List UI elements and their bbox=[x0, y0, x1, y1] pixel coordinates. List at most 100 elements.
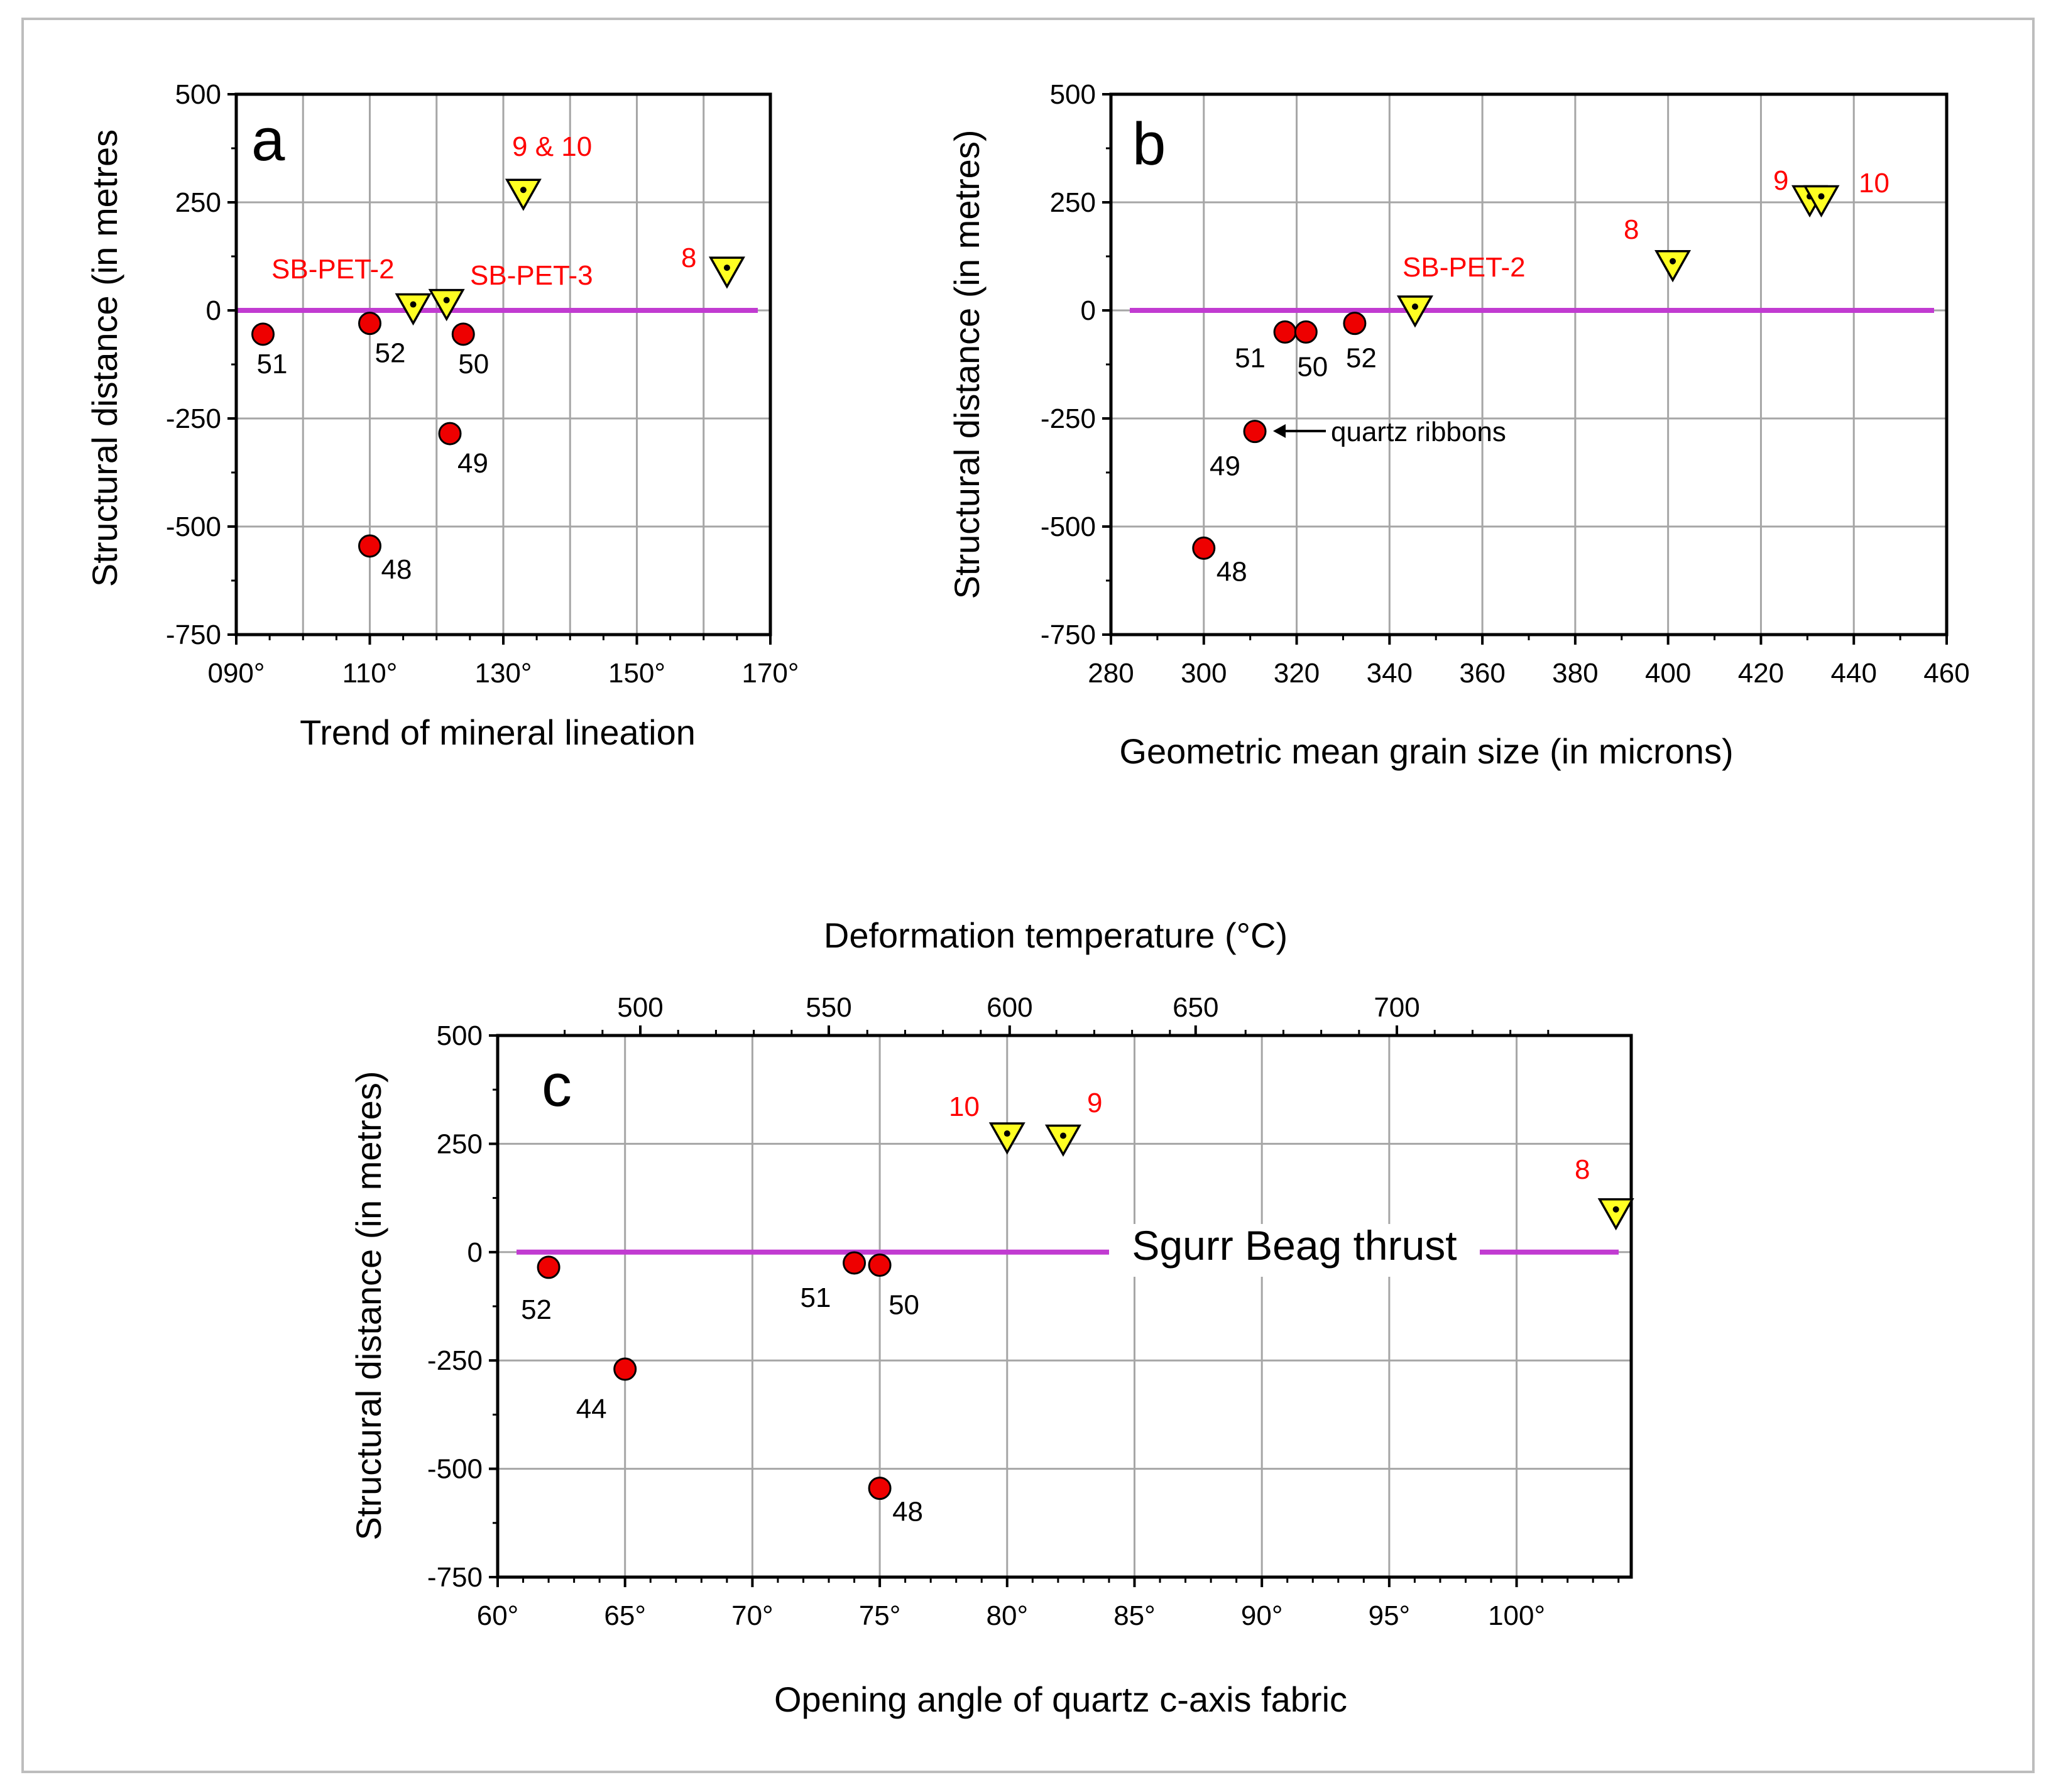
x-tick-label: 80° bbox=[987, 1600, 1029, 1631]
red-sample-marker bbox=[1243, 420, 1267, 444]
sample-label: 49 bbox=[1210, 451, 1240, 482]
sample-label: 48 bbox=[892, 1497, 923, 1527]
panel-a-label-sb-pet-3: SB-PET-3 bbox=[470, 260, 593, 291]
panel-c-label-9: 9 bbox=[1087, 1088, 1102, 1118]
y-tick-label: 250 bbox=[437, 1128, 483, 1159]
x-tick-label: 380 bbox=[1552, 658, 1598, 689]
sample-label: 52 bbox=[521, 1294, 552, 1325]
sample-label: 52 bbox=[1346, 343, 1377, 374]
y-tick-label: -500 bbox=[1041, 511, 1096, 542]
panel-c-points: 52 51 50 44 48 bbox=[521, 1122, 1634, 1527]
panel-a: 500 250 0 -250 -500 -750 090° 110° 130° 150° 170°… bbox=[85, 79, 799, 752]
sample-label: 44 bbox=[576, 1394, 607, 1424]
panel-c-thrust-label: Sgurr Beag thrust bbox=[1132, 1222, 1457, 1269]
yellow-marker-center bbox=[1818, 193, 1825, 200]
panel-b-label-10: 10 bbox=[1859, 168, 1889, 199]
red-sample-marker bbox=[451, 322, 475, 346]
yellow-marker-center bbox=[1411, 303, 1418, 310]
y-tick-label: -250 bbox=[427, 1345, 483, 1376]
panel-a-x-axis-title: Trend of mineral lineation bbox=[300, 713, 696, 752]
y-tick-label: 500 bbox=[1050, 79, 1096, 110]
yellow-sample-marker bbox=[1597, 1198, 1634, 1231]
red-sample-marker bbox=[868, 1253, 892, 1277]
yellow-marker-center bbox=[723, 265, 730, 271]
x-tick-label: 090° bbox=[207, 658, 265, 689]
red-sample-marker bbox=[1294, 320, 1318, 344]
sample-label: 49 bbox=[457, 448, 488, 479]
x-tick-label: 100° bbox=[1488, 1600, 1545, 1631]
panel-b-label-9: 9 bbox=[1773, 165, 1788, 196]
red-sample-marker bbox=[1343, 312, 1367, 336]
yellow-marker-center bbox=[520, 187, 527, 194]
x-tick-label: 110° bbox=[342, 658, 398, 689]
x-tick-label: 320 bbox=[1274, 658, 1320, 689]
y-tick-label: -750 bbox=[166, 620, 221, 650]
panel-a-points: 51 52 50 49 48 bbox=[251, 178, 745, 585]
panel-b-points: 51 50 52 49 48 bbox=[1192, 185, 1840, 587]
x-tick-label: 300 bbox=[1181, 658, 1227, 689]
sample-label: 48 bbox=[381, 554, 412, 585]
panel-c: Sgurr Beag thrust 500 250 0 -250 -500 -750 60… bbox=[349, 915, 1634, 1719]
y-tick-label: -500 bbox=[166, 511, 221, 542]
sample-label: 50 bbox=[889, 1289, 919, 1320]
panel-b-y-ticks: 500 250 0 -250 -500 -750 bbox=[1041, 79, 1111, 650]
panel-c-x-ticks: 60° 65° 70° 75° 80° 85° 90° 95° 100° bbox=[477, 1577, 1620, 1631]
x-tick-label: 130° bbox=[474, 658, 532, 689]
yellow-marker-center bbox=[1059, 1132, 1066, 1139]
y-tick-label: -750 bbox=[427, 1562, 483, 1593]
yellow-sample-marker bbox=[1396, 295, 1433, 328]
y-tick-label: 0 bbox=[468, 1237, 483, 1268]
yellow-sample-marker bbox=[505, 178, 542, 211]
x-tick-label: 75° bbox=[859, 1600, 901, 1631]
red-sample-marker bbox=[843, 1251, 867, 1275]
x-tick-label: 90° bbox=[1241, 1600, 1283, 1631]
yellow-sample-marker bbox=[1654, 250, 1692, 283]
y-tick-label: 250 bbox=[1050, 187, 1096, 218]
panel-c-label-8: 8 bbox=[1575, 1154, 1590, 1185]
yellow-sample-marker bbox=[395, 293, 432, 326]
yellow-sample-marker bbox=[1044, 1124, 1081, 1157]
y-tick-label: 500 bbox=[437, 1020, 483, 1051]
panel-c-top-ticks: 500 550 600 650 700 bbox=[564, 992, 1550, 1035]
panel-b-arrow-head bbox=[1273, 424, 1286, 438]
panel-b-label-sb-pet-2: SB-PET-2 bbox=[1403, 252, 1526, 283]
x-tick-label: 440 bbox=[1831, 658, 1877, 689]
x-tick-label: 150° bbox=[608, 658, 665, 689]
y-tick-label: -250 bbox=[1041, 403, 1096, 434]
red-sample-marker bbox=[438, 422, 462, 445]
sample-label: 51 bbox=[801, 1282, 831, 1313]
x-tick-label: 70° bbox=[731, 1600, 774, 1631]
x-tick-label: 85° bbox=[1113, 1600, 1156, 1631]
x-tick-label: 420 bbox=[1738, 658, 1784, 689]
panel-c-y-axis-title: Structural distance (in metres) bbox=[349, 1071, 388, 1541]
top-tick-label: 700 bbox=[1374, 992, 1419, 1023]
red-sample-marker bbox=[358, 534, 381, 558]
x-tick-label: 60° bbox=[477, 1600, 519, 1631]
yellow-marker-center bbox=[1670, 258, 1676, 265]
sample-label: 51 bbox=[1235, 342, 1266, 373]
red-sample-marker bbox=[613, 1357, 637, 1381]
y-tick-label: 500 bbox=[175, 79, 221, 110]
panel-b-label-quartz-ribbons: quartz ribbons bbox=[1331, 417, 1506, 447]
x-tick-label: 95° bbox=[1369, 1600, 1411, 1631]
panel-b-y-axis-title: Structural distance (in metres) bbox=[947, 130, 987, 599]
panel-a-x-ticks: 090° 110° 130° 150° 170° bbox=[207, 635, 799, 689]
yellow-sample-marker bbox=[428, 288, 465, 322]
sample-label: 48 bbox=[1217, 556, 1247, 587]
x-tick-label: 340 bbox=[1367, 658, 1413, 689]
y-tick-label: -250 bbox=[166, 403, 221, 434]
y-tick-label: 0 bbox=[1081, 295, 1096, 326]
panel-b-x-ticks: 280 300 320 340 360 380 400 420 440 460 bbox=[1088, 635, 1970, 689]
x-tick-label: 280 bbox=[1088, 658, 1134, 689]
yellow-marker-center bbox=[1612, 1206, 1619, 1213]
panel-b: 500 250 0 -250 -500 -750 280 300 320 340 360 380 40… bbox=[947, 79, 1970, 771]
sample-label: 52 bbox=[375, 338, 406, 369]
top-tick-label: 500 bbox=[617, 992, 663, 1023]
yellow-marker-center bbox=[443, 297, 450, 303]
x-tick-label: 170° bbox=[741, 658, 799, 689]
top-tick-label: 650 bbox=[1173, 992, 1218, 1023]
panel-a-y-ticks: 500 250 0 -250 -500 -750 bbox=[166, 79, 236, 650]
panel-b-x-axis-title: Geometric mean grain size (in microns) bbox=[1119, 731, 1733, 771]
red-sample-marker bbox=[358, 312, 381, 336]
